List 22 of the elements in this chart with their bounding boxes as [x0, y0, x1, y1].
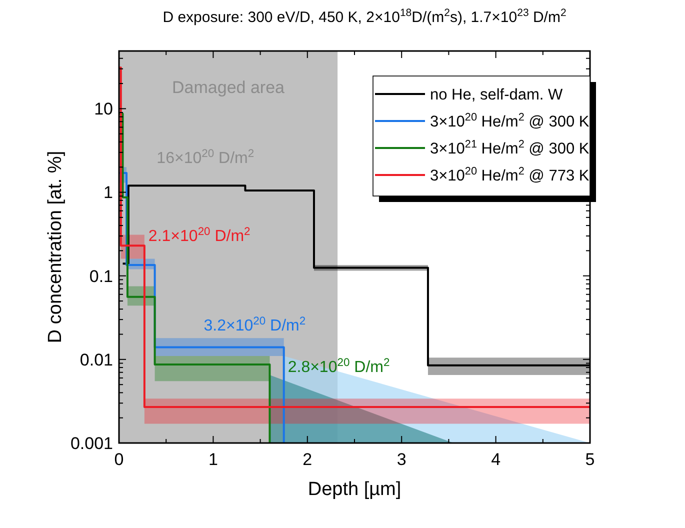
x-tick-label: 2 — [302, 450, 312, 469]
y-tick-label: 0.1 — [89, 266, 113, 286]
x-tick-label: 4 — [491, 450, 501, 469]
x-tick-label: 5 — [585, 450, 595, 469]
annotation: 2.1×10$^{20}$ D/m$^{2}$ — [148, 226, 250, 246]
annotation: 3.2×10$^{20}$ D/m$^{2}$ — [204, 315, 306, 334]
y-tick-label: 0.01 — [80, 350, 113, 370]
y-tick-label: 0.001 — [70, 434, 113, 453]
chart-title: D exposure: 300 eV/D, 450 K, 2×10$^{18}$D/(m$^{2}$s), 1.7×10$^{23}$ D/m$^{2}$ — [162, 7, 566, 26]
x-tick-label: 0 — [114, 450, 124, 469]
legend-label: 3×10$^{21}$ He/m$^{2}$ @ 300 K — [430, 138, 590, 158]
y-tick-label: 10 — [94, 100, 113, 119]
legend-label: 3×10$^{20}$ He/m$^{2}$ @ 773 K — [430, 165, 590, 184]
legend-label: 3×10$^{20}$ He/m$^{2}$ @ 300 K — [430, 111, 590, 130]
y-tick-label: 1 — [104, 183, 113, 202]
legend-label: no He, self-dam. W — [430, 86, 564, 104]
line-series — [119, 112, 271, 443]
y-axis-title: D concentration [at. %] — [45, 150, 66, 344]
x-tick-label: 3 — [396, 450, 406, 469]
annotation: 2.8×10$^{20}$ D/m$^{2}$ — [288, 356, 390, 376]
x-tick-label: 1 — [208, 450, 218, 469]
x-axis-title: Depth [µm] — [308, 479, 402, 500]
